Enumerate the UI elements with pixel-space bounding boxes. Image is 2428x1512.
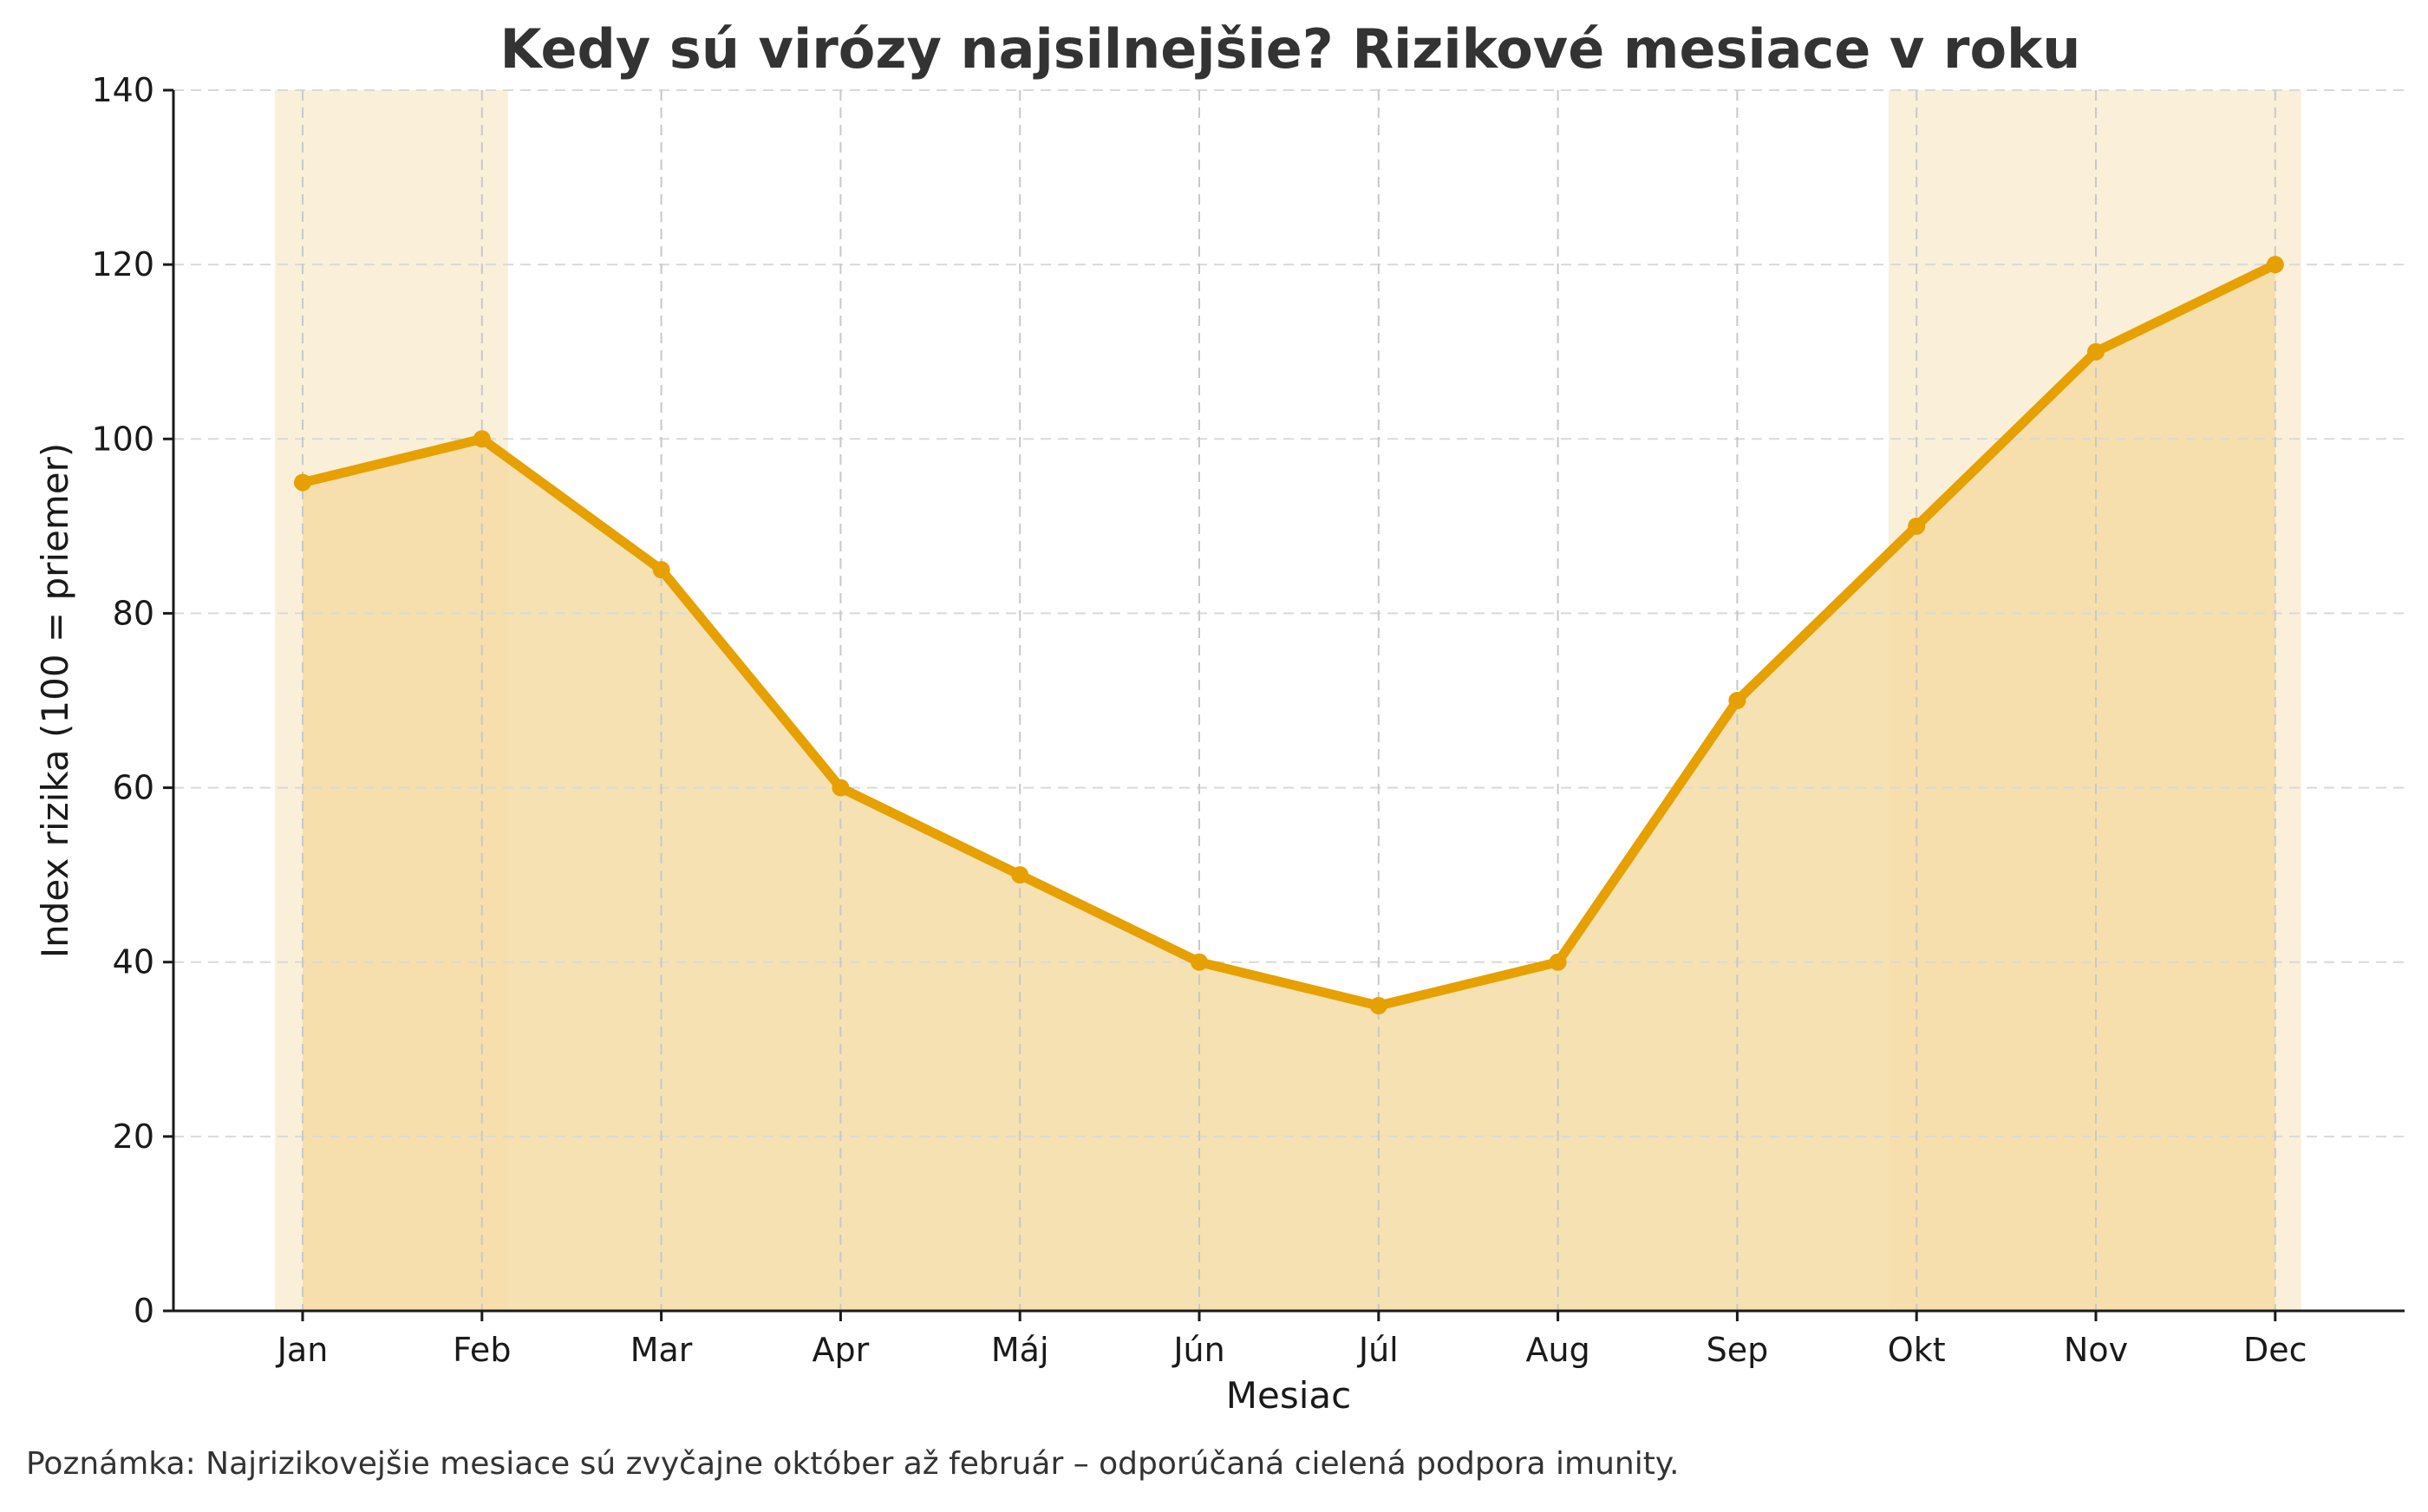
data-point-marker (1369, 997, 1387, 1014)
x-tick-label: Júl (1357, 1331, 1399, 1369)
x-tick-label: Máj (991, 1331, 1049, 1369)
y-tick-label: 140 (91, 71, 154, 109)
data-point-marker (294, 473, 311, 492)
y-axis-label: Index rizika (100 = priemer) (34, 443, 76, 959)
y-tick-label: 0 (134, 1292, 154, 1330)
x-tick-label: Nov (2064, 1331, 2128, 1369)
data-line (294, 256, 2284, 1014)
x-axis-ticks: Jan Feb Mar Apr Máj Jún Júl Aug Sep Okt Nov Dec (276, 1311, 2307, 1369)
data-point-marker (1191, 953, 1208, 971)
data-point-marker (473, 430, 491, 448)
data-point-marker (1011, 866, 1029, 884)
y-tick-label: 120 (91, 245, 154, 284)
footnote: Poznámka: Najrizikovejšie mesiace sú zvy… (26, 1446, 1680, 1482)
y-tick-label: 100 (91, 420, 154, 458)
area-under-line (303, 264, 2275, 1312)
x-tick-label: Jún (1172, 1331, 1224, 1369)
y-tick-label: 40 (113, 943, 154, 981)
x-tick-label: Sep (1707, 1331, 1769, 1369)
y-tick-label: 80 (113, 594, 154, 632)
x-tick-label: Feb (453, 1331, 511, 1369)
x-tick-label: Mar (630, 1331, 693, 1369)
data-point-marker (1908, 517, 1926, 535)
area-fill (303, 264, 2275, 1312)
x-tick-label: Apr (813, 1331, 870, 1369)
data-point-marker (1549, 953, 1567, 971)
x-tick-label: Okt (1888, 1331, 1946, 1369)
x-tick-label: Jan (276, 1331, 329, 1369)
data-point-marker (2087, 342, 2105, 361)
data-point-marker (1728, 692, 1746, 709)
y-tick-label: 20 (113, 1118, 154, 1156)
axes (172, 90, 2405, 1313)
x-tick-label: Dec (2243, 1331, 2307, 1369)
y-axis-ticks: 0 20 40 60 80 100 120 140 (91, 71, 173, 1330)
x-tick-label: Aug (1525, 1331, 1589, 1369)
chart-title: Kedy sú virózy najsilnejšie? Rizikové me… (500, 17, 2081, 81)
data-point-marker (832, 779, 850, 797)
x-axis-label: Mesiac (1226, 1374, 1351, 1417)
data-point-marker (2266, 256, 2284, 274)
data-point-marker (652, 561, 670, 579)
y-tick-label: 60 (113, 769, 154, 807)
risk-line (297, 259, 2281, 1011)
